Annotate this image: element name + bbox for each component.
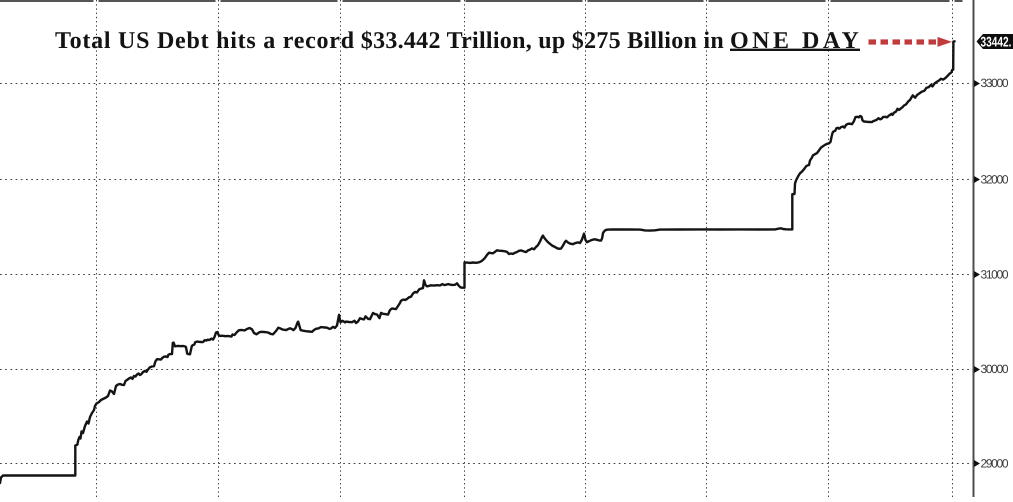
svg-text:32000: 32000 [981, 173, 1009, 187]
svg-text:$33.442 Trillion, up $275 Bill: $33.442 Trillion, up $275 Billion in [361, 28, 730, 54]
svg-text:33000: 33000 [981, 76, 1009, 90]
svg-text:33442.: 33442. [981, 33, 1012, 49]
svg-text:Total US Debt hits a record: Total US Debt hits a record [55, 28, 361, 54]
svg-text:29000: 29000 [981, 457, 1009, 471]
svg-text:30000: 30000 [981, 362, 1009, 376]
svg-text:31000: 31000 [981, 268, 1009, 282]
